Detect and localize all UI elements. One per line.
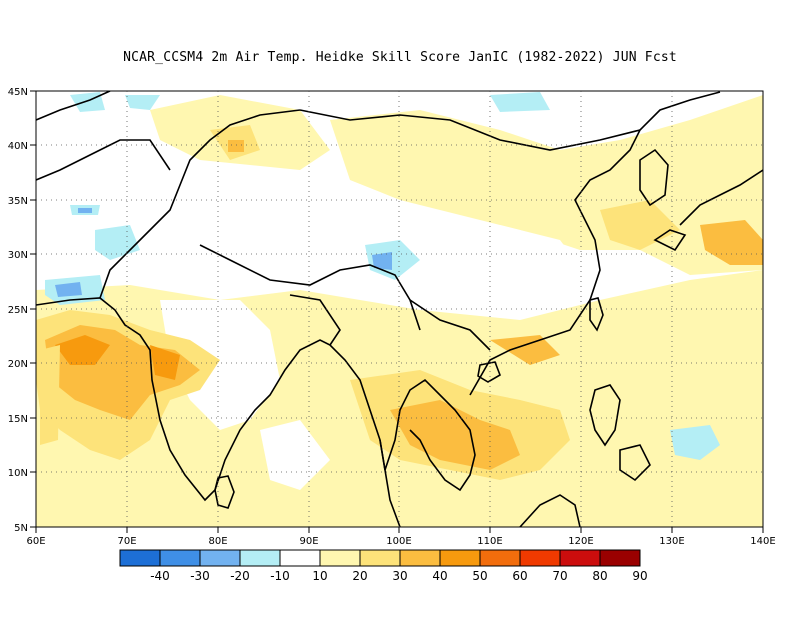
lat-label: 15N <box>8 414 28 425</box>
lon-label: 120E <box>568 536 593 547</box>
lat-label: 20N <box>8 359 28 370</box>
colorbar-swatch <box>599 549 641 567</box>
lat-label: 25N <box>8 305 28 316</box>
lon-label: 100E <box>386 536 411 547</box>
colorbar-swatch <box>359 549 401 567</box>
lon-label: 90E <box>299 536 318 547</box>
colorbar-swatch <box>199 549 241 567</box>
colorbar-label: 50 <box>472 569 487 583</box>
colorbar-label: -30 <box>190 569 210 583</box>
colorbar-label: 90 <box>632 569 647 583</box>
colorbar-label: 20 <box>352 569 367 583</box>
lon-label: 60E <box>26 536 45 547</box>
lon-label: 140E <box>750 536 775 547</box>
lat-label: 35N <box>8 196 28 207</box>
lat-label: 45N <box>8 87 28 98</box>
skill-score-field <box>36 91 763 527</box>
lat-tick-labels: 5N 10N 15N 20N 25N 30N 35N 40N 45N <box>8 87 28 534</box>
colorbar: -40 -30 -20 -10 10 20 30 40 50 60 70 80 90 <box>119 549 648 583</box>
lat-label: 30N <box>8 250 28 261</box>
colorbar-label: 40 <box>432 569 447 583</box>
colorbar-label: 70 <box>552 569 567 583</box>
map-title: NCAR_CCSM4 2m Air Temp. Heidke Skill Sco… <box>123 50 677 65</box>
colorbar-swatch <box>479 549 521 567</box>
colorbar-swatch <box>319 549 361 567</box>
colorbar-swatch <box>439 549 481 567</box>
colorbar-swatch <box>279 549 321 567</box>
lon-label: 130E <box>659 536 684 547</box>
colorbar-swatch <box>559 549 601 567</box>
axis-ticks <box>30 90 764 533</box>
colorbar-swatch <box>159 549 201 567</box>
lon-label: 110E <box>477 536 502 547</box>
lat-label: 10N <box>8 468 28 479</box>
colorbar-swatch <box>519 549 561 567</box>
coastlines <box>36 91 763 527</box>
colorbar-label: 60 <box>512 569 527 583</box>
colorbar-swatch <box>399 549 441 567</box>
colorbar-label: -40 <box>150 569 170 583</box>
colorbar-swatch <box>239 549 281 567</box>
lat-label: 5N <box>14 523 28 534</box>
lat-label: 40N <box>8 141 28 152</box>
lon-label: 80E <box>208 536 227 547</box>
colorbar-label: 10 <box>312 569 327 583</box>
graticule <box>36 91 763 527</box>
colorbar-label: 30 <box>392 569 407 583</box>
colorbar-label: 80 <box>592 569 607 583</box>
lon-tick-labels: 60E 70E 80E 90E 100E 110E 120E 130E 140E <box>26 536 775 547</box>
colorbar-label: -20 <box>230 569 250 583</box>
lon-label: 70E <box>117 536 136 547</box>
colorbar-label: -10 <box>270 569 290 583</box>
colorbar-swatch <box>119 549 161 567</box>
